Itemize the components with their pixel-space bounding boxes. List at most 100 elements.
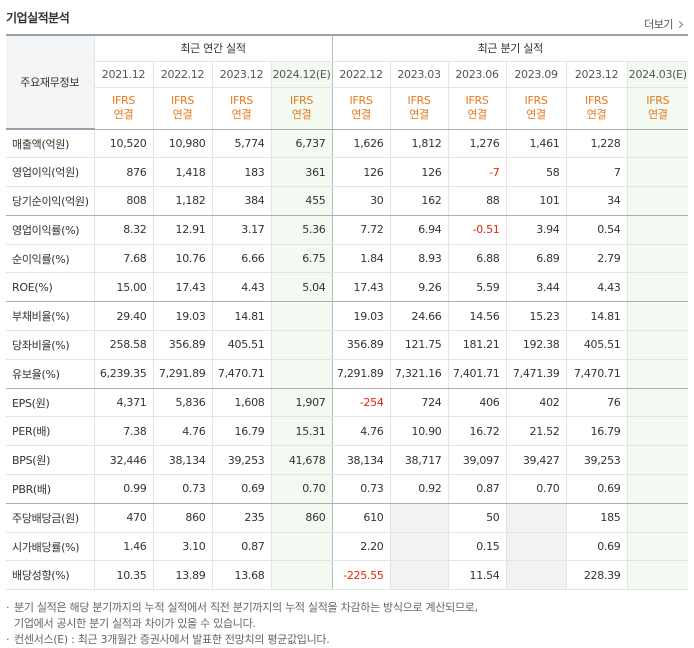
table-cell: 14.81	[212, 301, 272, 332]
consolidated-label: 연결	[409, 108, 429, 121]
table-cell: 8.32	[94, 215, 154, 245]
more-link[interactable]: 더보기	[644, 16, 684, 32]
table-cell: 0.73	[332, 474, 391, 504]
table-cell: 5.59	[448, 272, 507, 303]
row-label: 주당배당금(원)	[6, 503, 95, 533]
table-cell: 39,253	[212, 445, 272, 476]
table-cell: 6.88	[448, 244, 507, 274]
period-basis-4[interactable]: IFRS 연결	[332, 87, 391, 130]
table-cell: 7	[566, 157, 628, 188]
table-cell: 10,520	[94, 129, 154, 159]
table-cell: 7,470.71	[566, 359, 628, 389]
ifrs-label: IFRS	[171, 94, 194, 107]
period-basis-2[interactable]: IFRS 연결	[212, 87, 272, 130]
table-cell: 235	[212, 503, 272, 533]
table-cell: 17.43	[332, 272, 391, 303]
period-date-7: 2023.09	[506, 61, 567, 88]
period-basis-9[interactable]: IFRS 연결	[627, 87, 689, 130]
period-basis-7[interactable]: IFRS 연결	[506, 87, 567, 130]
ifrs-label: IFRS	[465, 94, 489, 107]
table-cell: 258.58	[94, 330, 154, 360]
table-cell: 14.81	[566, 301, 628, 332]
row-label: 영업이익(억원)	[6, 157, 95, 188]
table-cell: 0.92	[390, 474, 449, 504]
table-cell: 470	[94, 503, 154, 533]
table-cell: 34	[566, 186, 628, 216]
period-basis-0[interactable]: IFRS 연결	[94, 87, 154, 130]
table-cell	[390, 503, 449, 533]
ifrs-label: IFRS	[646, 94, 670, 107]
table-cell: 7,291.89	[332, 359, 391, 389]
table-cell: 1,461	[506, 129, 567, 159]
table-cell: 6.89	[506, 244, 567, 274]
table-cell: 30	[332, 186, 391, 216]
period-basis-1[interactable]: IFRS 연결	[153, 87, 213, 130]
table-cell: 16.79	[212, 416, 272, 447]
consolidated-label: 연결	[526, 108, 546, 121]
table-cell: 405.51	[212, 330, 272, 360]
table-cell: 192.38	[506, 330, 567, 360]
ifrs-label: IFRS	[230, 94, 253, 107]
table-row: 시가배당률(%) 1.46 3.10 0.87 2.20 0.15 0.69	[6, 532, 689, 562]
table-cell	[627, 560, 689, 591]
period-basis-8[interactable]: IFRS 연결	[566, 87, 628, 130]
table-cell: 0.70	[271, 474, 333, 504]
table-cell: 185	[566, 503, 628, 533]
ifrs-label: IFRS	[524, 94, 548, 107]
consolidated-label: 연결	[467, 108, 487, 121]
table-row: 순이익률(%) 7.68 10.76 6.66 6.75 1.84 8.93 6.88 6.89…	[6, 244, 689, 274]
table-cell	[506, 503, 567, 533]
table-cell: 15.23	[506, 301, 567, 332]
table-cell: 1,907	[271, 388, 333, 418]
table-cell	[271, 560, 333, 591]
table-row: 당기순이익(억원) 808 1,182 384 455 30 162 88 101 34	[6, 186, 689, 216]
table-cell	[627, 215, 689, 245]
table-cell	[627, 388, 689, 418]
ifrs-label: IFRS	[290, 94, 313, 107]
table-row: PBR(배) 0.99 0.73 0.69 0.70 0.73 0.92 0.87 0.70 0.…	[6, 474, 689, 504]
table-cell: 0.69	[566, 474, 628, 504]
quarter-group-header: 최근 분기 실적	[332, 34, 689, 62]
table-cell: 126	[332, 157, 391, 188]
table-cell: 13.89	[153, 560, 213, 591]
table-cell	[627, 474, 689, 504]
table-row: 부채비율(%) 29.40 19.03 14.81 19.03 24.66 14.56 15.…	[6, 301, 689, 332]
table-cell: 38,717	[390, 445, 449, 476]
table-cell: 6,737	[271, 129, 333, 159]
period-basis-6[interactable]: IFRS 연결	[448, 87, 507, 130]
table-cell: 361	[271, 157, 333, 188]
table-cell: 1.46	[94, 532, 154, 562]
table-cell: 228.39	[566, 560, 628, 591]
table-cell: 126	[390, 157, 449, 188]
table-cell	[271, 359, 333, 389]
ifrs-label: IFRS	[349, 94, 373, 107]
table-cell	[627, 301, 689, 332]
table-cell: 7.72	[332, 215, 391, 245]
table-cell: 3.10	[153, 532, 213, 562]
table-row: 매출액(억원) 10,520 10,980 5,774 6,737 1,626 1,812 1…	[6, 128, 689, 159]
table-cell: 1,418	[153, 157, 213, 188]
table-cell: 88	[448, 186, 507, 216]
table-cell: 455	[271, 186, 333, 216]
table-cell: 29.40	[94, 301, 154, 332]
consolidated-label: 연결	[351, 108, 371, 121]
period-basis-3[interactable]: IFRS 연결	[271, 87, 333, 130]
table-cell: 121.75	[390, 330, 449, 360]
row-header-label: 주요재무정보	[6, 34, 95, 130]
table-cell: 58	[506, 157, 567, 188]
period-date-9: 2024.03(E)	[627, 61, 689, 88]
table-cell: 876	[94, 157, 154, 188]
table-cell: 11.54	[448, 560, 507, 591]
table-cell: 356.89	[332, 330, 391, 360]
table-cell: 7,401.71	[448, 359, 507, 389]
table-cell	[627, 157, 689, 188]
row-label: 당좌비율(%)	[6, 330, 95, 360]
table-row: 영업이익(억원) 876 1,418 183 361 126 126 -7 58 7	[6, 157, 689, 188]
table-row: ROE(%) 15.00 17.43 4.43 5.04 17.43 9.26 5.59 3.4…	[6, 272, 689, 303]
chevron-right-icon	[675, 20, 684, 28]
table-cell: 356.89	[153, 330, 213, 360]
table-cell: 7.38	[94, 416, 154, 447]
row-label: 배당성향(%)	[6, 560, 95, 591]
table-cell: 1,228	[566, 129, 628, 159]
period-basis-5[interactable]: IFRS 연결	[390, 87, 449, 130]
